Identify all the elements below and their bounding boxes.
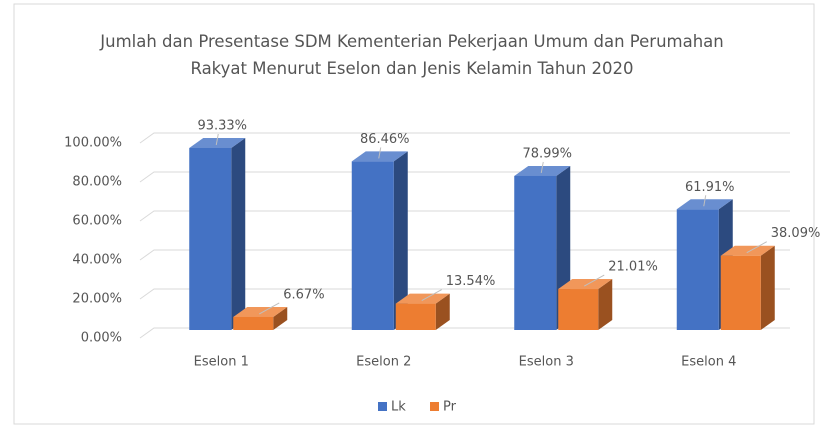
data-label: 61.91%	[685, 180, 735, 195]
bar-top	[395, 293, 450, 304]
label-leader	[215, 133, 219, 146]
legend-label: Lk	[391, 400, 406, 415]
data-label: 21.01%	[608, 260, 658, 275]
bar-top	[514, 165, 571, 176]
x-tick-label: Eselon 4	[681, 355, 736, 370]
label-leader	[259, 302, 280, 315]
bar	[233, 316, 274, 330]
bar	[351, 161, 394, 330]
data-label: 93.33%	[197, 119, 247, 134]
x-tick-label: Eselon 2	[356, 355, 411, 370]
label-leader	[746, 241, 767, 254]
x-tick-label: Eselon 3	[519, 355, 574, 370]
legend-label: Pr	[443, 400, 457, 415]
bar-top	[676, 199, 733, 210]
legend-swatch	[430, 402, 439, 411]
chart-border	[13, 3, 815, 425]
chart-title: Jumlah dan Presentase SDM Kementerian Pe…	[100, 32, 724, 78]
bar	[189, 148, 232, 330]
grid-line	[139, 249, 790, 261]
bar	[558, 289, 599, 330]
bar-side	[273, 306, 288, 330]
y-tick-label: 80.00%	[72, 175, 122, 190]
bar-side	[435, 293, 450, 330]
label-leader	[703, 195, 707, 207]
bar-side	[393, 151, 408, 330]
label-leader	[378, 147, 382, 159]
bar	[720, 255, 761, 330]
bar-top	[558, 279, 613, 290]
data-label: 86.46%	[360, 132, 410, 147]
label-leader	[540, 161, 544, 174]
x-tick-label: Eselon 1	[194, 355, 249, 370]
legend-swatch	[378, 402, 387, 411]
grid-line	[139, 171, 790, 183]
y-tick-label: 0.00%	[81, 331, 122, 346]
y-tick-label: 100.00%	[64, 136, 122, 151]
data-label: 38.09%	[771, 226, 821, 241]
bar-top	[351, 151, 408, 162]
label-leader	[421, 289, 442, 302]
grid-line	[139, 132, 790, 144]
bar	[676, 209, 719, 330]
bar-side	[231, 138, 246, 330]
y-tick-label: 20.00%	[72, 292, 122, 307]
data-label: 13.54%	[446, 274, 496, 289]
bar-side	[598, 279, 613, 330]
bar-top	[720, 245, 775, 256]
bar	[395, 303, 436, 330]
bar-top	[189, 138, 246, 149]
label-leader	[584, 274, 605, 287]
data-label: 6.67%	[283, 287, 324, 302]
data-label: 78.99%	[522, 146, 572, 161]
bar-top	[233, 306, 288, 317]
bar-side	[760, 245, 775, 330]
y-tick-label: 40.00%	[72, 253, 122, 268]
y-tick-label: 60.00%	[72, 214, 122, 229]
grid-line	[139, 210, 790, 222]
bar	[514, 175, 557, 330]
